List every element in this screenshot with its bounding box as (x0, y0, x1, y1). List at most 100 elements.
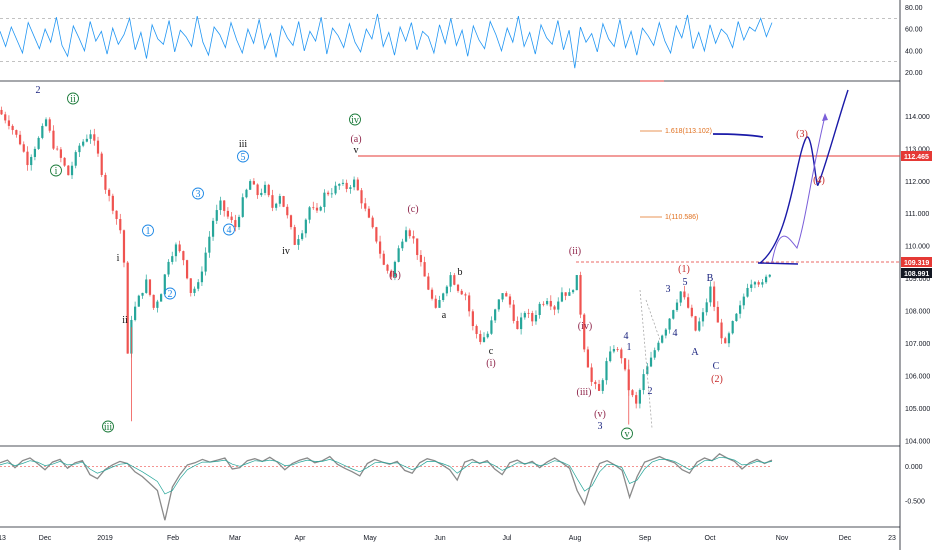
candle-body (315, 207, 319, 211)
candle-body (713, 286, 716, 307)
candle-body (501, 293, 504, 300)
wave-label: 1 (146, 226, 151, 237)
candle-body (156, 301, 159, 308)
primary-projection-path[interactable] (759, 89, 849, 264)
candle-body (67, 165, 70, 176)
alternate-projection-path[interactable] (771, 115, 826, 263)
wave-label: C (713, 361, 720, 372)
candle-body (531, 312, 534, 322)
candle-body (583, 314, 586, 350)
price-y-tick-label: 111.000 (905, 211, 929, 218)
candle-body (675, 302, 679, 311)
candle-body (460, 290, 463, 295)
candle-body (59, 149, 62, 158)
candle-body (568, 292, 571, 296)
wave-label: (i) (486, 358, 495, 369)
candle-body (445, 286, 448, 294)
candle-body (690, 307, 693, 317)
bottom-oscillator-panel (0, 453, 773, 521)
x-tick-label: Aug (569, 535, 582, 542)
candle-body (189, 278, 192, 293)
candle-body (664, 329, 667, 336)
price-panel (0, 106, 771, 425)
candle-body (208, 236, 211, 253)
x-tick-label: Nov (776, 535, 789, 542)
candle-body (211, 220, 215, 237)
candle-body (148, 279, 152, 295)
candle-body (527, 312, 530, 314)
wave-label-circle (142, 224, 154, 237)
wave-label: ii (70, 94, 76, 105)
candle-body (375, 227, 378, 242)
candle-body (267, 184, 270, 196)
candle-body (512, 304, 515, 321)
wave-label: ii (122, 315, 128, 326)
candle-body (304, 219, 307, 234)
candle-body (178, 244, 181, 252)
guide-line-2 (645, 299, 661, 341)
candle-body (442, 293, 445, 301)
wave-label: iii (104, 422, 113, 433)
candle-body (579, 275, 582, 315)
projection-arc[interactable] (712, 133, 764, 138)
price-y-tick-label: 108.000 (905, 309, 930, 316)
candle-body (271, 195, 274, 208)
candle-body (683, 291, 686, 298)
candle-body (571, 290, 575, 293)
candle-body (453, 275, 456, 285)
wave-label: 4 (673, 328, 678, 339)
candle-body (89, 134, 92, 139)
candle-body (724, 338, 727, 344)
candle-body (471, 311, 474, 327)
candle-body (319, 206, 322, 211)
wave-label: 2 (168, 289, 173, 300)
candle-body (649, 357, 653, 367)
candle-body (182, 251, 185, 261)
wave-label: 4 (227, 225, 232, 236)
candle-body (635, 395, 638, 404)
wave-label: (a) (350, 134, 361, 145)
candle-body (416, 238, 419, 256)
candle-body (349, 187, 352, 189)
candle-body (74, 152, 77, 166)
wave-label-circle (164, 287, 176, 300)
elliott-wave-labels: 2iiiiiiiii12345iiiiviv(a)v(b)(c)abc(i)(i… (36, 85, 825, 440)
x-tick-label: 23 (888, 535, 896, 542)
candle-body (63, 157, 66, 166)
candle-body (297, 239, 300, 245)
guide-line (639, 289, 653, 429)
candle-body (727, 333, 731, 344)
candle-body (508, 296, 512, 305)
candle-body (750, 284, 753, 288)
price-y-tick-label: 110.000 (905, 244, 930, 251)
candle-body (638, 390, 641, 404)
candle-body (230, 216, 233, 221)
x-tick-label: Dec (839, 535, 852, 542)
candle-body (687, 297, 690, 308)
time-axis[interactable]: 13 Dec 2019 Feb Mar Apr May Jun Jul Aug Sep Oct Nov D… (0, 535, 896, 542)
candle-body (609, 351, 612, 362)
candle-body (245, 189, 248, 198)
candle-body (590, 367, 593, 382)
wave-label: 5 (241, 152, 246, 163)
price-axis[interactable]: 80.00 60.00 40.00 20.00 114.000 113.000 112.00… (905, 5, 930, 505)
price-y-tick-label: 107.000 (905, 341, 930, 348)
candle-body (456, 284, 460, 291)
candle-body (694, 316, 697, 331)
wave-label: 1 (627, 342, 632, 353)
candle-body (119, 219, 122, 231)
x-tick-label: Apr (295, 535, 307, 542)
candle-body (48, 119, 51, 131)
candle-body (286, 206, 289, 216)
wave-label: A (691, 347, 699, 358)
candle-body (263, 184, 267, 193)
candle-body (4, 114, 7, 121)
candle-body (111, 195, 114, 211)
candle-body (523, 312, 526, 318)
candle-body (482, 337, 486, 342)
candle-body (520, 317, 523, 330)
candle-body (93, 134, 96, 141)
fib-1-label: 1(110.586) (665, 214, 698, 221)
